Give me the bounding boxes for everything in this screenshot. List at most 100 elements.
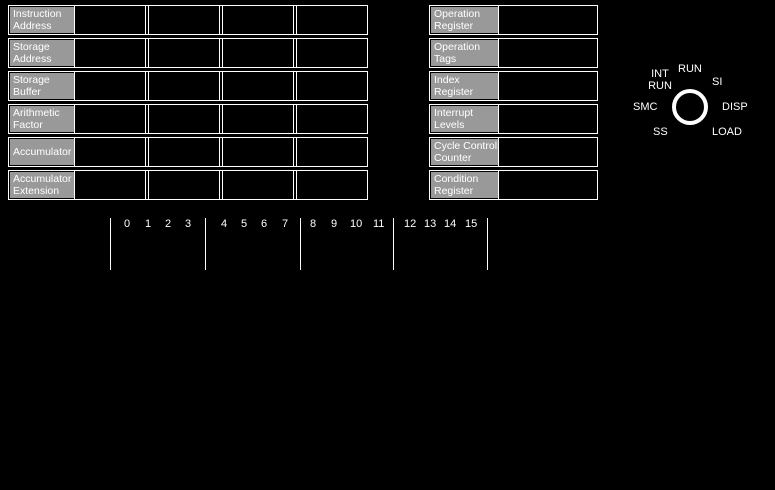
register-label-line2: Register	[434, 86, 474, 98]
register-label-line2: Factor	[13, 119, 43, 131]
register-label-line1: Instruction	[13, 8, 62, 20]
register-label-line2: Buffer	[13, 86, 41, 98]
bit-number: 4	[221, 218, 228, 230]
bit-group	[148, 39, 220, 67]
bit-number: 8	[310, 218, 317, 230]
register-label: Storage Buffer	[10, 73, 74, 99]
bit-group	[222, 105, 294, 133]
bit-number: 0	[124, 218, 131, 230]
bit-scale-tick	[110, 218, 111, 270]
bit-group	[222, 72, 294, 100]
register-label-line1: Index	[434, 74, 460, 86]
register-label-line2: Address	[13, 53, 52, 65]
bit-number: 5	[241, 218, 248, 230]
register-row-arithmetic-factor: Arithmetic Factor	[8, 104, 368, 134]
bit-scale-tick	[205, 218, 206, 270]
register-label-line1: Storage	[13, 74, 50, 86]
register-lamps	[498, 6, 597, 34]
bit-group	[296, 171, 367, 199]
register-row-cycle-control-counter: Cycle Control Counter	[429, 137, 598, 167]
register-lamps	[74, 72, 367, 100]
bit-number: 12	[404, 218, 417, 230]
dial-position-load[interactable]: LOAD	[712, 126, 742, 138]
dial-position-disp[interactable]: DISP	[722, 101, 748, 113]
register-lamps	[498, 105, 597, 133]
bit-scale-tick	[300, 218, 301, 270]
register-lamps	[498, 72, 597, 100]
bit-number: 15	[465, 218, 478, 230]
register-label: Operation Register	[431, 7, 498, 33]
bit-group	[148, 72, 220, 100]
bit-group	[148, 171, 220, 199]
register-lamps	[74, 105, 367, 133]
register-label: Instruction Address	[10, 7, 74, 33]
mode-dial-knob[interactable]	[672, 89, 708, 125]
dial-position-si[interactable]: SI	[712, 76, 723, 88]
bit-scale-tick	[393, 218, 394, 270]
bit-group	[222, 171, 294, 199]
register-row-interrupt-levels: Interrupt Levels	[429, 104, 598, 134]
register-row-storage-buffer: Storage Buffer	[8, 71, 368, 101]
dial-position-run[interactable]: RUN	[678, 63, 702, 75]
register-label-line1: Cycle Control	[434, 140, 498, 152]
bit-number: 3	[185, 218, 192, 230]
bit-number: 2	[165, 218, 172, 230]
register-row-accumulator: Accumulator	[8, 137, 368, 167]
register-row-accumulator-extension: Accumulator Extension	[8, 170, 368, 200]
register-row-operation-register: Operation Register	[429, 5, 598, 35]
bit-group	[74, 6, 146, 34]
dial-position-ss[interactable]: SS	[653, 126, 668, 138]
register-label-line1: Arithmetic	[13, 107, 60, 119]
register-lamps	[74, 6, 367, 34]
bit-group	[74, 105, 146, 133]
register-label-line1: Condition	[434, 173, 479, 185]
bit-number: 9	[331, 218, 338, 230]
register-row-condition-register: Condition Register	[429, 170, 598, 200]
bit-group	[222, 39, 294, 67]
register-label-line1: Storage	[13, 41, 50, 53]
bit-group	[296, 6, 367, 34]
register-label-line2: Counter	[434, 152, 472, 164]
bit-group	[148, 105, 220, 133]
register-label: Condition Register	[431, 172, 498, 198]
bit-number: 7	[282, 218, 289, 230]
bit-number: 13	[424, 218, 437, 230]
register-label: Arithmetic Factor	[10, 106, 74, 132]
bit-scale-tick	[487, 218, 488, 270]
register-label-line1: Operation	[434, 41, 481, 53]
register-row-storage-address: Storage Address	[8, 38, 368, 68]
register-row-instruction-address: Instruction Address	[8, 5, 368, 35]
bit-group	[148, 138, 220, 166]
bit-group	[296, 138, 367, 166]
register-lamps	[498, 138, 597, 166]
register-lamps	[74, 39, 367, 67]
bit-number: 1	[145, 218, 152, 230]
register-label: Storage Address	[10, 40, 74, 66]
register-label: Interrupt Levels	[431, 106, 498, 132]
register-label-line1: Accumulator	[13, 173, 72, 185]
bit-group	[148, 6, 220, 34]
dial-position-int-run[interactable]: INT RUN	[648, 68, 672, 92]
bit-number: 11	[373, 218, 385, 230]
bit-number: 10	[350, 218, 363, 230]
register-label: Cycle Control Counter	[431, 139, 498, 165]
dial-position-smc[interactable]: SMC	[633, 101, 658, 113]
bit-number: 14	[444, 218, 457, 230]
bit-group	[74, 39, 146, 67]
register-label: Accumulator	[10, 139, 74, 165]
bit-group	[222, 138, 294, 166]
bit-group	[296, 105, 367, 133]
register-lamps	[498, 39, 597, 67]
register-label-line2: Levels	[434, 119, 465, 131]
bit-group	[74, 72, 146, 100]
register-label: Operation Tags	[431, 40, 498, 66]
register-row-index-register: Index Register	[429, 71, 598, 101]
register-lamps	[74, 138, 367, 166]
register-lamps	[498, 171, 597, 199]
bit-group	[222, 6, 294, 34]
mode-dial: RUN INT RUN SI SMC DISP SS LOAD	[628, 58, 775, 143]
bit-group	[296, 39, 367, 67]
bit-group	[74, 171, 146, 199]
register-label-line1: Accumulator	[13, 146, 72, 158]
